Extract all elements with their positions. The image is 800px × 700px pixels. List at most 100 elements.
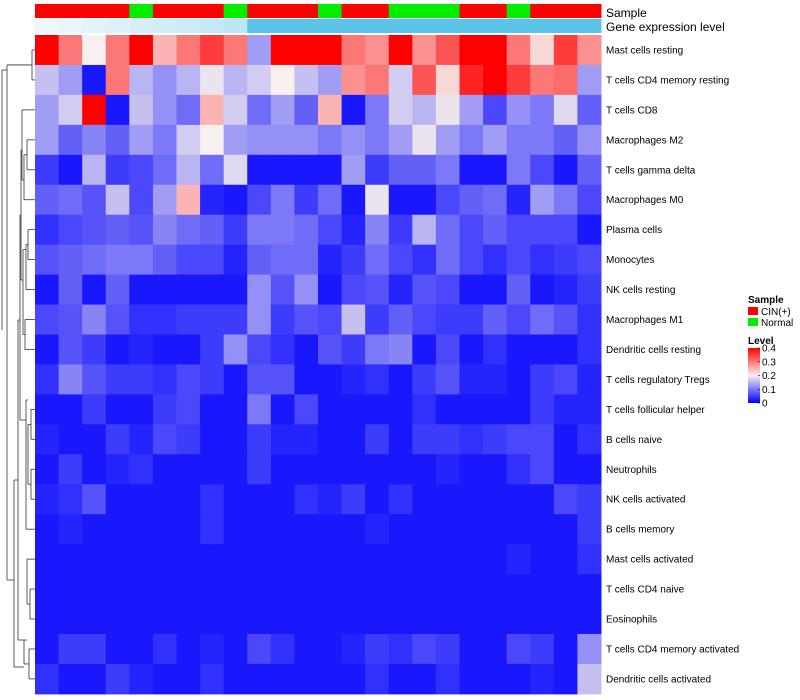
heatmap-cell bbox=[530, 124, 555, 156]
heatmap-cell bbox=[365, 634, 390, 665]
heatmap-cell bbox=[530, 514, 555, 545]
sample-annotation-cell bbox=[294, 4, 319, 18]
sample-annotation-cell bbox=[270, 4, 295, 18]
heatmap-cell bbox=[223, 484, 248, 515]
heatmap-cell bbox=[483, 514, 508, 545]
heatmap-cell bbox=[247, 274, 272, 306]
heatmap-cell bbox=[294, 214, 319, 246]
heatmap-cell bbox=[459, 274, 484, 306]
heatmap-cell bbox=[459, 394, 484, 425]
heatmap-cell bbox=[247, 184, 272, 216]
heatmap-cell bbox=[82, 574, 107, 605]
heatmap-cell bbox=[341, 574, 366, 605]
heatmap-cell bbox=[294, 244, 319, 276]
heatmap-cell bbox=[82, 514, 107, 545]
heatmap-cell bbox=[530, 604, 555, 635]
row-label: B cells memory bbox=[606, 525, 674, 536]
row-label: Monocytes bbox=[606, 255, 654, 266]
heatmap-cell bbox=[82, 334, 107, 365]
heatmap-cell bbox=[506, 514, 531, 545]
heatmap-cell bbox=[294, 184, 319, 216]
heatmap-cell bbox=[435, 184, 460, 216]
heatmap-cell bbox=[294, 544, 319, 575]
heatmap-cell bbox=[553, 364, 578, 395]
heatmap-cell bbox=[365, 64, 390, 96]
heatmap-cell bbox=[82, 184, 107, 216]
heatmap-cell bbox=[247, 544, 272, 575]
sample-legend-title: Sample bbox=[748, 295, 784, 306]
heatmap-cell bbox=[223, 184, 248, 216]
level-tick-label: 0 bbox=[762, 399, 768, 410]
heatmap-cell bbox=[200, 64, 225, 96]
heatmap-cell bbox=[577, 184, 602, 216]
heatmap-cell bbox=[459, 244, 484, 276]
heatmap-cell bbox=[388, 663, 413, 695]
heatmap-cell bbox=[318, 184, 343, 216]
heatmap-cell bbox=[483, 364, 508, 395]
heatmap-cell bbox=[412, 574, 437, 605]
heatmap-cell bbox=[318, 454, 343, 485]
heatmap-cell bbox=[129, 394, 154, 425]
row-label: Mast cells activated bbox=[606, 555, 693, 566]
heatmap-cell bbox=[223, 663, 248, 695]
heatmap-cell bbox=[341, 394, 366, 425]
heatmap-cell bbox=[129, 604, 154, 635]
heatmap-cell bbox=[200, 274, 225, 306]
heatmap-cell bbox=[105, 154, 130, 186]
heatmap-cell bbox=[318, 574, 343, 605]
heatmap-cell bbox=[152, 94, 177, 126]
heatmap-cell bbox=[365, 604, 390, 635]
heatmap-cell bbox=[200, 514, 225, 545]
heatmap-cell bbox=[105, 334, 130, 365]
heatmap-cell bbox=[318, 94, 343, 126]
row-label: NK cells resting bbox=[606, 285, 675, 296]
heatmap-cell bbox=[129, 244, 154, 276]
heatmap-cell bbox=[341, 214, 366, 246]
heatmap-cell bbox=[506, 394, 531, 425]
heatmap-cell bbox=[152, 35, 177, 66]
heatmap-cell bbox=[365, 274, 390, 306]
heatmap-cell bbox=[365, 544, 390, 575]
heatmap-cell bbox=[82, 484, 107, 515]
heatmap-cell bbox=[530, 454, 555, 485]
heatmap-cell bbox=[129, 94, 154, 126]
heatmap-cell bbox=[388, 35, 413, 66]
heatmap-cell bbox=[176, 454, 201, 485]
heatmap-cell bbox=[388, 484, 413, 515]
sample-annotation-track bbox=[35, 4, 602, 18]
heatmap-cell bbox=[105, 244, 130, 276]
row-label: T cells gamma delta bbox=[606, 165, 696, 176]
heatmap-cell bbox=[152, 274, 177, 306]
heatmap-cell bbox=[341, 154, 366, 186]
heatmap-cell bbox=[105, 304, 130, 335]
heatmap-cell bbox=[483, 334, 508, 365]
heatmap-cell bbox=[483, 64, 508, 96]
heatmap-cell bbox=[82, 274, 107, 306]
heatmap-cell bbox=[341, 334, 366, 365]
heatmap-cell bbox=[105, 634, 130, 665]
heatmap-cell bbox=[176, 663, 201, 695]
heatmap-cell bbox=[129, 424, 154, 455]
heatmap-cell bbox=[176, 544, 201, 575]
heatmap-cell bbox=[58, 424, 83, 455]
gene-expression-annotation-cell bbox=[270, 19, 295, 33]
heatmap-cell bbox=[506, 35, 531, 66]
heatmap-cell bbox=[152, 514, 177, 545]
heatmap-cell bbox=[553, 35, 578, 66]
heatmap-cell bbox=[318, 334, 343, 365]
heatmap-cell bbox=[318, 484, 343, 515]
heatmap-cell bbox=[105, 64, 130, 96]
heatmap-cell bbox=[270, 634, 295, 665]
heatmap-cell bbox=[483, 544, 508, 575]
heatmap-cell bbox=[294, 484, 319, 515]
heatmap-cell bbox=[577, 304, 602, 335]
heatmap-cell bbox=[105, 454, 130, 485]
heatmap-cell bbox=[435, 214, 460, 246]
heatmap-cell bbox=[270, 64, 295, 96]
heatmap-cell bbox=[129, 274, 154, 306]
heatmap-cell bbox=[577, 94, 602, 126]
heatmap-cell bbox=[294, 454, 319, 485]
heatmap-cell bbox=[200, 454, 225, 485]
heatmap-cell bbox=[506, 574, 531, 605]
heatmap-cell bbox=[341, 64, 366, 96]
